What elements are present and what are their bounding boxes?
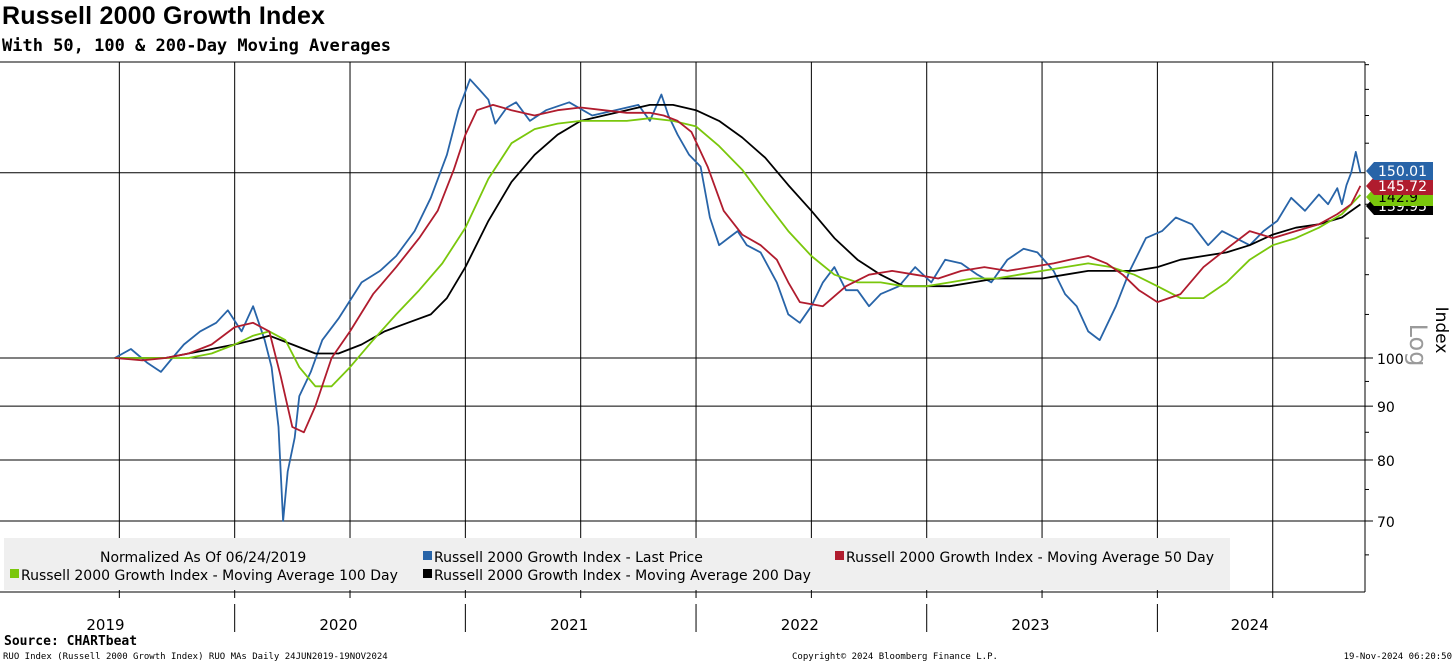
series-group <box>114 78 1362 522</box>
x-tick-label: 2024 <box>1231 616 1269 634</box>
legend: Normalized As Of 06/24/2019 Russell 2000… <box>4 538 1230 590</box>
legend-note: Normalized As Of 06/24/2019 <box>100 550 306 566</box>
y-tick-label: 90 <box>1377 400 1395 416</box>
legend-swatch-ma100 <box>10 569 19 578</box>
y-axis-label: Index <box>1431 307 1451 354</box>
legend-swatch-last-price <box>423 551 432 560</box>
tag-shape <box>1366 177 1433 195</box>
series-line-ma100 <box>114 117 1362 388</box>
legend-label-ma50: Russell 2000 Growth Index - Moving Avera… <box>846 550 1214 566</box>
x-tick-label: 2019 <box>86 616 124 634</box>
y-scale-label: Log <box>1404 324 1432 367</box>
chart-subtitle: With 50, 100 & 200-Day Moving Averages <box>2 36 391 56</box>
y-tick-label: 100 <box>1377 352 1404 368</box>
legend-label-ma200: Russell 2000 Growth Index - Moving Avera… <box>434 568 811 584</box>
chart-title: Russell 2000 Growth Index <box>2 2 326 30</box>
x-tick-label: 2022 <box>781 616 819 634</box>
x-axis: 2019 2020 2021 2022 2023 2024 <box>86 592 1274 634</box>
last-value-tag-last-price: 150.01 <box>1366 162 1433 180</box>
series-line-ma50 <box>114 104 1362 434</box>
tag-value: 150.01 <box>1378 164 1427 180</box>
y-axis-ticks: 70 80 90 100 <box>1365 64 1404 556</box>
footer-timestamp: 19-Nov-2024 06:20:50 <box>1343 652 1452 662</box>
horizontal-gridlines <box>0 61 1365 522</box>
y-tick-label: 80 <box>1377 454 1395 470</box>
source-note: Source: CHARTbeat <box>4 634 138 649</box>
footer-index-info: RUO Index (Russell 2000 Growth Index) RU… <box>3 652 388 662</box>
legend-label-ma100: Russell 2000 Growth Index - Moving Avera… <box>21 568 398 584</box>
vertical-gridlines <box>118 62 1274 592</box>
tag-value: 145.72 <box>1378 179 1427 195</box>
y-tick-label: 70 <box>1377 515 1395 531</box>
x-tick-label: 2020 <box>319 616 357 634</box>
series-line-last-price <box>114 78 1362 522</box>
tag-shape <box>1366 162 1433 180</box>
x-tick-label: 2023 <box>1011 616 1049 634</box>
series-line-ma200 <box>114 104 1361 359</box>
legend-swatch-ma50 <box>835 551 844 560</box>
legend-background <box>4 538 1230 590</box>
legend-swatch-ma200 <box>423 569 432 578</box>
last-value-tag-ma50: 145.72 <box>1366 177 1433 195</box>
x-tick-label: 2021 <box>550 616 588 634</box>
legend-label-last-price: Russell 2000 Growth Index - Last Price <box>434 550 703 566</box>
footer-copyright: Copyright© 2024 Bloomberg Finance L.P. <box>792 652 998 662</box>
